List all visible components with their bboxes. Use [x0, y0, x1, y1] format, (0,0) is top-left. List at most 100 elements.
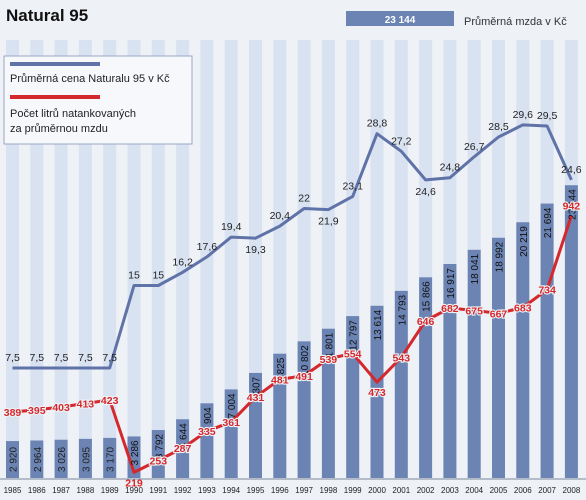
price-label-1987: 7,5: [54, 352, 69, 364]
x-tick-label-1987: 1987: [52, 486, 70, 495]
wage-label-1990: 3 286: [130, 440, 141, 465]
lines-layer: [12, 123, 573, 474]
legend-price-label: Průměrná cena Naturalu 95 v Kč: [10, 73, 170, 85]
wage-label-1997: 10 802: [300, 345, 311, 376]
wage-legend-label: Průměrná mzda v Kč: [464, 16, 567, 28]
bar-stripe-1994: [224, 40, 238, 478]
price-label-1998: 21,9: [318, 216, 339, 228]
x-tick-label-2002: 2002: [417, 486, 435, 495]
x-tick-label-1994: 1994: [222, 486, 240, 495]
x-tick-label-2000: 2000: [368, 486, 386, 495]
x-tick-label-2008: 2008: [563, 486, 581, 495]
price-label-2000: 28,8: [367, 118, 388, 130]
price-label-1985: 7,5: [5, 352, 20, 364]
wage-legend-value: 23 144: [385, 15, 416, 26]
price-label-1995: 19,3: [245, 244, 266, 256]
liters-label-1999: 554: [344, 348, 362, 360]
liters-label-1998: 539: [320, 354, 338, 366]
x-tick-label-2003: 2003: [441, 486, 459, 495]
liters-label-1985: 389: [4, 407, 22, 419]
price-label-1992: 16,2: [172, 256, 193, 268]
wage-bar-2005: [492, 237, 505, 478]
price-label-2004: 26,7: [464, 141, 485, 153]
liters-label-2006: 683: [514, 303, 532, 315]
x-tick-label-2005: 2005: [490, 486, 508, 495]
wage-bar-2004: [467, 249, 481, 478]
wage-label-2007: 21 694: [543, 207, 554, 238]
price-line: [12, 123, 573, 370]
liters-label-2008: 942: [563, 201, 581, 213]
x-tick-label-1993: 1993: [198, 486, 216, 495]
price-label-2001: 27,2: [391, 135, 412, 147]
price-label-1997: 22: [298, 193, 310, 205]
wage-bar-2000: [370, 305, 384, 478]
x-tick-label-1996: 1996: [271, 486, 289, 495]
wage-label-1989: 3 170: [106, 447, 117, 472]
liters-label-1987: 403: [52, 402, 70, 414]
wage-label-2001: 14 793: [397, 294, 408, 325]
liters-label-1996: 481: [271, 374, 289, 386]
liters-label-1989: 423: [101, 395, 119, 407]
price-label-1999: 23,1: [342, 180, 363, 192]
price-label-2006: 29,6: [513, 109, 534, 121]
bar-stripe-1990: [127, 40, 141, 478]
x-tick-label-1990: 1990: [125, 486, 143, 495]
legend-liters-label-2: za průměrnou mzdu: [10, 123, 108, 135]
liters-label-1991: 253: [150, 455, 168, 467]
wage-label-2008: 23 144: [567, 189, 578, 220]
bar-stripe-1993: [200, 40, 214, 478]
liters-label-1990: 219: [125, 477, 143, 489]
price-label-1986: 7,5: [29, 352, 44, 364]
wage-bar-1996: [273, 353, 287, 478]
price-label-1996: 20,4: [270, 210, 291, 222]
price-label-2008: 24,6: [561, 164, 582, 176]
wage-bar-2003: [443, 263, 457, 478]
price-label-1988: 7,5: [78, 352, 93, 364]
liters-label-2002: 646: [417, 316, 435, 328]
wage-label-1992: 4 644: [179, 423, 190, 448]
price-label-2003: 24,8: [440, 162, 461, 174]
wage-bar-1985: [6, 441, 19, 478]
wage-legend-swatch: [346, 11, 454, 26]
chart-title: Natural 95: [6, 6, 88, 25]
price-label-2007: 29,5: [537, 110, 558, 122]
x-axis: 1985 1986 1987 1988 1989 1990 1991 1992 1993 1994…: [0, 478, 586, 495]
wage-label-1988: 3 095: [81, 447, 92, 472]
liters-label-1986: 395: [28, 405, 46, 417]
wage-label-1996: 9 825: [276, 357, 287, 382]
liters-line: [12, 215, 573, 474]
wage-bar-2006: [516, 222, 530, 478]
x-tick-label-1997: 1997: [295, 486, 313, 495]
x-tick-label-1998: 1998: [320, 486, 338, 495]
liters-label-1995: 431: [247, 392, 265, 404]
price-label-1994: 19,4: [221, 221, 242, 233]
wage-bar-1987: [54, 439, 68, 478]
x-tick-label-1989: 1989: [101, 486, 119, 495]
wage-bar-1988: [78, 438, 92, 478]
x-tick-label-1999: 1999: [344, 486, 362, 495]
price-label-2005: 28,5: [488, 121, 509, 133]
bar-stripe-1991: [151, 40, 165, 478]
liters-label-1993: 335: [198, 426, 216, 438]
wage-label-1987: 3 026: [57, 447, 68, 472]
x-tick-label-2001: 2001: [392, 486, 410, 495]
x-tick-label-1988: 1988: [77, 486, 95, 495]
legend: Průměrná cena Naturalu 95 v Kč Počet lit…: [3, 55, 193, 145]
x-tick-label-1991: 1991: [149, 486, 167, 495]
price-label-2002: 24,6: [415, 186, 436, 198]
labels-layer: 2 920 2 964 3 026 3 095 3 170 3 286 3 792 4 644…: [3, 109, 582, 491]
wage-bar-2001: [394, 290, 408, 478]
liters-label-1994: 361: [222, 417, 240, 429]
x-tick-label-1985: 1985: [4, 486, 22, 495]
x-tick-label-1995: 1995: [247, 486, 265, 495]
liters-label-2005: 667: [490, 308, 508, 320]
price-label-1993: 17,6: [197, 241, 218, 253]
wage-bar-1993: [200, 403, 214, 478]
price-label-1991: 15: [152, 270, 164, 282]
wage-label-2004: 18 041: [470, 253, 481, 284]
wage-label-1999: 12 797: [349, 320, 360, 351]
wage-bar-1994: [224, 389, 238, 478]
wage-label-1985: 2 920: [9, 447, 20, 472]
liters-label-1988: 413: [77, 398, 95, 410]
